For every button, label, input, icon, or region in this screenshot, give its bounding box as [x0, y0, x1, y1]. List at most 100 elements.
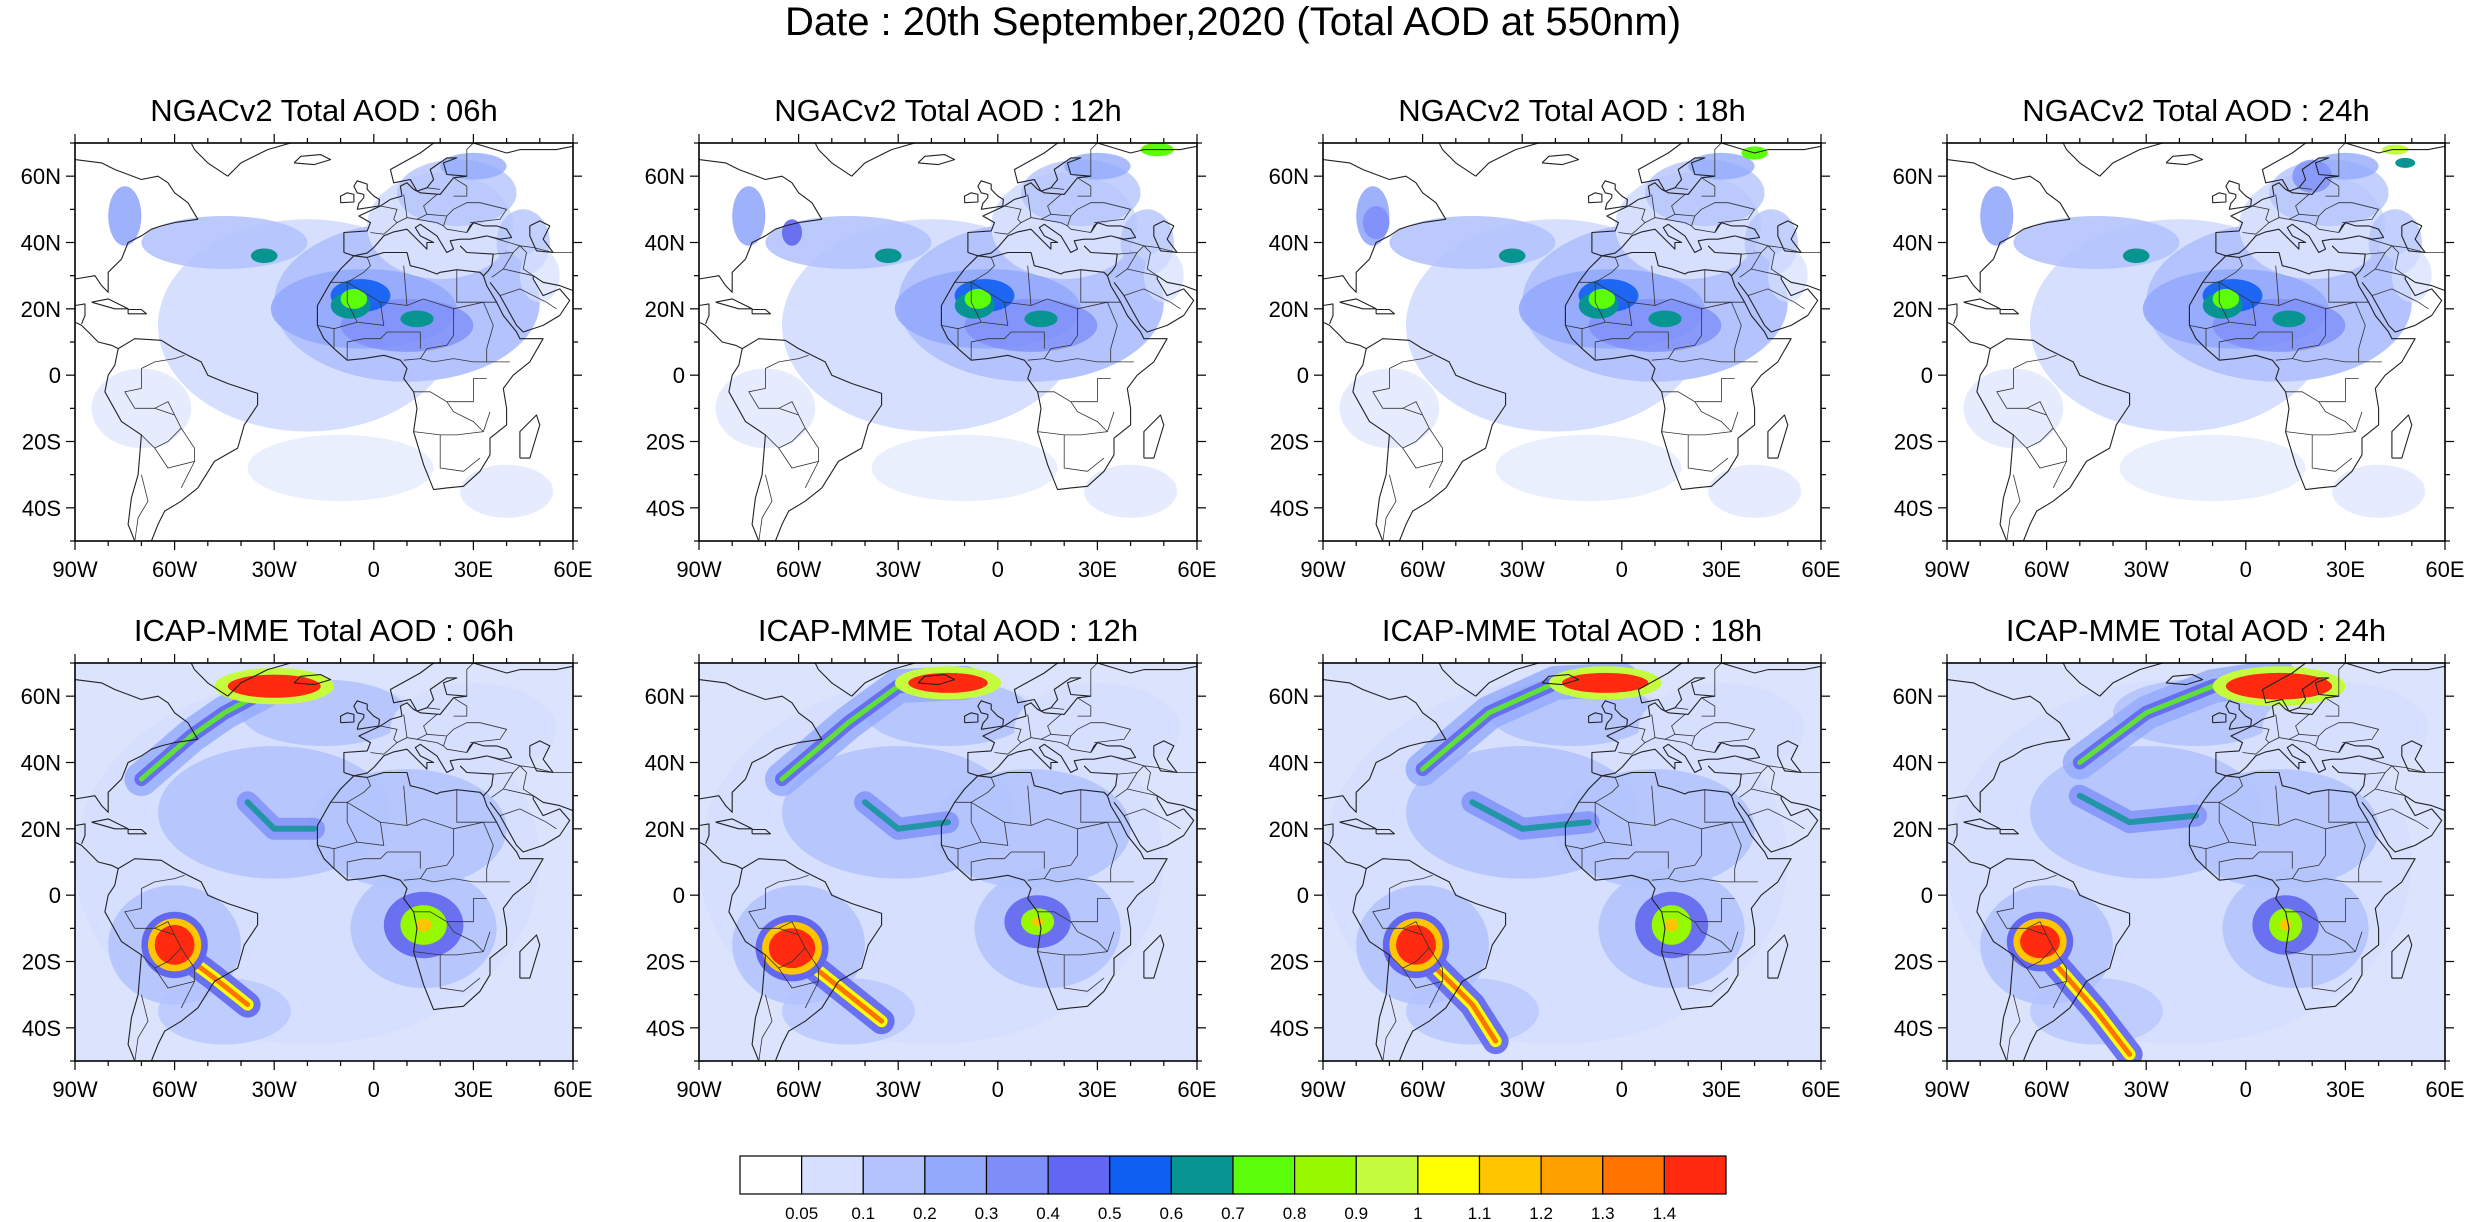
lat-tick-label: 40N [1893, 751, 1933, 776]
coastline [1339, 818, 1377, 830]
coastline [489, 795, 571, 853]
coastline [343, 222, 513, 257]
lat-tick-label: 60N [1893, 684, 1933, 709]
country-border [1143, 765, 1158, 797]
country-border [2391, 245, 2406, 277]
lat-tick-label: 20S [22, 950, 61, 975]
country-border [416, 218, 444, 227]
aod-region [400, 310, 434, 328]
coastline [1780, 275, 1821, 292]
country-border [503, 268, 534, 277]
coastline [1475, 143, 1539, 177]
coastlines [1947, 143, 2445, 541]
map-panel-icap-0: 60N 40N 20N 0 20S 40S 90W 60W 30W 0 30E 60E ICAP-MME… [21, 613, 593, 1102]
country-border [2338, 143, 2346, 177]
country-border [2218, 801, 2326, 881]
country-borders [1996, 143, 2445, 541]
country-border [2026, 447, 2068, 489]
coastline [2062, 663, 2101, 697]
lat-tick-label: 20S [646, 430, 685, 455]
country-border [1691, 215, 1715, 233]
lat-tick-label: 40N [21, 751, 61, 776]
coastline [343, 663, 573, 773]
lat-tick-label: 40N [21, 231, 61, 256]
aod-plume [244, 799, 317, 832]
country-border [1428, 947, 1443, 982]
aod-region [1396, 925, 1436, 965]
lon-tick-label: 0 [2240, 1077, 2252, 1102]
country-border [970, 777, 995, 803]
coastline [529, 740, 554, 774]
coastline [532, 275, 573, 292]
coastline [2404, 795, 2445, 812]
country-border [346, 851, 421, 881]
lon-tick-label: 60W [2024, 1077, 2069, 1102]
aod-region [2391, 249, 2432, 303]
coastline [340, 192, 355, 204]
country-border [2218, 331, 2293, 361]
coastline [1352, 858, 1507, 1061]
coastline [977, 700, 1004, 730]
country-border [758, 994, 773, 1061]
lat-tick-label: 20N [645, 817, 685, 842]
aod-region [1084, 464, 1178, 518]
country-border [1389, 354, 1433, 369]
coastline [293, 154, 332, 166]
country-border [2318, 401, 2356, 432]
aod-region [768, 928, 816, 969]
country-border [466, 143, 474, 177]
lat-tick-label: 20N [645, 297, 685, 322]
lat-tick-label: 20S [646, 950, 685, 975]
country-border [970, 281, 1078, 361]
country-border [981, 302, 1009, 326]
colorbar-bin [1047, 1155, 1111, 1195]
figure-title: Date : 20th September,2020 (Total AOD at… [784, 0, 1682, 44]
coastline [940, 771, 1168, 1011]
country-border [2218, 851, 2293, 881]
country-border [1751, 788, 1782, 797]
lon-tick-label: 0 [1616, 1077, 1628, 1102]
aod-region [874, 248, 902, 264]
aod-region [2119, 434, 2306, 502]
colorbar-label: 0.2 [913, 1204, 937, 1222]
country-border [1027, 265, 1032, 306]
country-border [346, 777, 371, 803]
coastline [1947, 823, 1958, 845]
coastline [1143, 934, 1165, 979]
aod-region [519, 249, 560, 303]
lat-tick-label: 40S [1894, 1016, 1933, 1041]
country-border [2298, 187, 2313, 190]
country-border [1050, 187, 1065, 190]
panel-title: NGACv2 Total AOD : 06h [150, 93, 497, 128]
country-border [765, 354, 809, 369]
aod-region [415, 918, 432, 932]
lon-tick-label: 60E [1177, 557, 1216, 582]
colorbar-bin [1170, 1155, 1234, 1195]
lat-tick-label: 40S [646, 1016, 685, 1041]
country-border [1751, 268, 1782, 277]
lat-tick-label: 20N [21, 297, 61, 322]
coastline [699, 305, 743, 350]
country-border [2275, 714, 2280, 738]
coastline [1591, 742, 1761, 777]
lat-tick-label: 20N [1269, 817, 1309, 842]
country-border [466, 663, 474, 697]
panel-title: ICAP-MME Total AOD : 06h [134, 613, 514, 648]
country-border [124, 888, 182, 969]
country-border [2311, 434, 2353, 472]
coastline [532, 795, 573, 812]
country-border [970, 851, 1045, 881]
country-border [1063, 434, 1105, 472]
lat-tick-label: 0 [1921, 363, 1933, 388]
coastline [353, 180, 380, 210]
country-border [758, 474, 773, 541]
lon-tick-label: 60E [553, 557, 592, 582]
country-border [1661, 898, 1735, 923]
country-border [403, 785, 408, 826]
lon-tick-label: 60W [776, 1077, 821, 1102]
coastline [2062, 143, 2101, 177]
country-border [413, 411, 491, 436]
coastline [1999, 828, 2019, 835]
country-border [1767, 765, 1782, 797]
coastline [1475, 663, 1539, 697]
